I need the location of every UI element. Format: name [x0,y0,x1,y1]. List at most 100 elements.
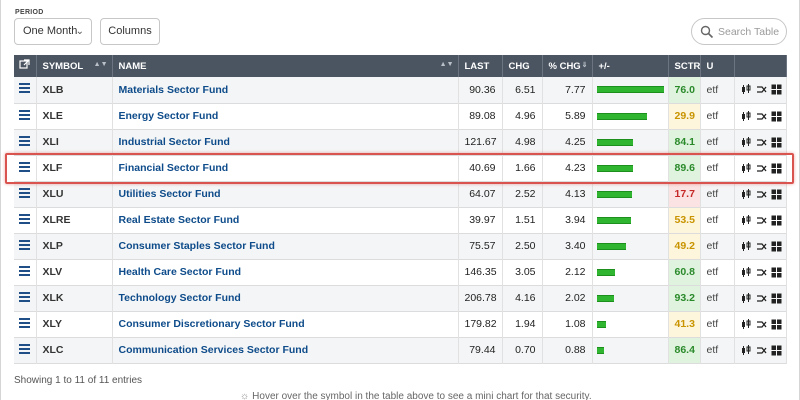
candlestick-chart-icon[interactable] [741,318,752,330]
grid-icon[interactable] [771,163,782,174]
symbol-cell[interactable]: XLB [36,77,113,103]
row-menu-button[interactable] [14,155,37,181]
table-row[interactable]: XLY Consumer Discretionary Sector Fund 179… [14,311,787,337]
column-header-pct-chg[interactable]: % CHG ⇓ [542,55,593,77]
table-row[interactable]: XLI Industrial Sector Fund 121.67 4.98 4.25 8… [14,129,787,155]
chg-cell: 4.96 [502,103,543,129]
compare-icon[interactable] [756,267,767,278]
fund-name-link[interactable]: Communication Services Sector Fund [118,344,309,356]
bar-cell [592,259,669,285]
row-menu-button[interactable] [14,259,37,285]
fund-name-link[interactable]: Health Care Sector Fund [118,266,242,278]
table-row[interactable]: XLK Technology Sector Fund 206.78 4.16 2.02 9… [14,285,787,311]
grid-icon[interactable] [771,111,782,122]
grid-icon[interactable] [771,84,782,95]
grid-icon[interactable] [771,215,782,226]
row-menu-button[interactable] [14,285,37,311]
bar-cell [592,77,669,103]
row-menu-button[interactable] [14,337,37,363]
grid-icon[interactable] [771,189,782,200]
candlestick-chart-icon[interactable] [741,344,752,356]
fund-name-link[interactable]: Consumer Staples Sector Fund [118,240,275,252]
candlestick-chart-icon[interactable] [741,162,752,174]
grid-icon[interactable] [771,319,782,330]
column-header-bar[interactable]: +/- [592,55,669,77]
symbol-cell[interactable]: XLRE [36,207,113,233]
symbol-cell[interactable]: XLE [36,103,113,129]
sctr-cell: 17.7 [668,181,701,207]
row-menu-button[interactable] [14,207,37,233]
grid-icon[interactable] [771,293,782,304]
compare-icon[interactable] [756,84,767,95]
name-cell: Technology Sector Fund [112,285,459,311]
table-row[interactable]: XLC Communication Services Sector Fund 79.… [14,337,787,363]
symbol-cell[interactable]: XLU [36,181,113,207]
fund-name-link[interactable]: Industrial Sector Fund [118,136,230,148]
candlestick-chart-icon[interactable] [741,110,752,122]
hamburger-icon [19,108,31,122]
table-row[interactable]: XLB Materials Sector Fund 90.36 6.51 7.77 76.… [14,77,787,103]
symbol-cell[interactable]: XLF [36,155,113,181]
column-header-chg[interactable]: CHG [502,55,543,77]
symbol-cell[interactable]: XLV [36,259,113,285]
compare-icon[interactable] [756,293,767,304]
column-header-u[interactable]: U [700,55,735,77]
candlestick-chart-icon[interactable] [741,240,752,252]
name-cell: Materials Sector Fund [112,77,459,103]
fund-name-link[interactable]: Energy Sector Fund [118,110,219,122]
symbol-cell[interactable]: XLI [36,129,113,155]
fund-name-link[interactable]: Financial Sector Fund [118,162,229,174]
row-menu-button[interactable] [14,181,37,207]
columns-button[interactable]: Columns [100,18,160,45]
fund-name-link[interactable]: Materials Sector Fund [118,83,229,96]
search-input[interactable] [718,22,784,41]
symbol-cell[interactable]: XLY [36,311,113,337]
table-row[interactable]: XLP Consumer Staples Sector Fund 75.57 2.50… [14,233,787,259]
sctr-cell: 86.4 [668,337,701,363]
fund-name-link[interactable]: Real Estate Sector Fund [118,214,240,226]
compare-icon[interactable] [756,241,767,252]
table-row[interactable]: XLF Financial Sector Fund 40.69 1.66 4.23 89.… [14,155,787,181]
fund-name-link[interactable]: Utilities Sector Fund [118,188,221,200]
compare-icon[interactable] [756,345,767,356]
symbol-cell[interactable]: XLP [36,233,113,259]
row-menu-button[interactable] [14,311,37,337]
compare-icon[interactable] [756,215,767,226]
column-header-last[interactable]: LAST [458,55,503,77]
sctr-cell: 93.2 [668,285,701,311]
candlestick-chart-icon[interactable] [741,266,752,278]
candlestick-chart-icon[interactable] [741,84,752,95]
compare-icon[interactable] [756,163,767,174]
fund-name-link[interactable]: Consumer Discretionary Sector Fund [118,318,305,330]
compare-icon[interactable] [756,111,767,122]
row-menu-button[interactable] [14,77,37,103]
row-menu-button[interactable] [14,129,37,155]
table-row[interactable]: XLU Utilities Sector Fund 64.07 2.52 4.13 17.… [14,181,787,207]
candlestick-chart-icon[interactable] [741,188,752,200]
column-header-sctr[interactable]: SCTR [668,55,701,77]
grid-icon[interactable] [771,267,782,278]
candlestick-chart-icon[interactable] [741,214,752,226]
row-menu-button[interactable] [14,103,37,129]
grid-icon[interactable] [771,345,782,356]
grid-icon[interactable] [771,241,782,252]
grid-icon[interactable] [771,137,782,148]
candlestick-chart-icon[interactable] [741,292,752,304]
row-menu-button[interactable] [14,233,37,259]
compare-icon[interactable] [756,189,767,200]
table-row[interactable]: XLE Energy Sector Fund 89.08 4.96 5.89 29.9 et… [14,103,787,129]
symbol-cell[interactable]: XLK [36,285,113,311]
search-box[interactable] [691,18,787,45]
column-header-symbol[interactable]: SYMBOL ▲▼ [36,55,113,77]
candlestick-chart-icon[interactable] [741,136,752,148]
compare-icon[interactable] [756,319,767,330]
symbol-cell[interactable]: XLC [36,337,113,363]
compare-icon[interactable] [756,137,767,148]
table-row[interactable]: XLRE Real Estate Sector Fund 39.97 1.51 3.94… [14,207,787,233]
column-header-name[interactable]: NAME ▲▼ [112,55,459,77]
table-row[interactable]: XLV Health Care Sector Fund 146.35 3.05 2.12… [14,259,787,285]
fund-name-link[interactable]: Technology Sector Fund [118,292,241,304]
period-select[interactable]: One Month ⌄ [14,18,92,45]
bar-cell [592,207,669,233]
external-link-icon[interactable] [14,55,37,77]
